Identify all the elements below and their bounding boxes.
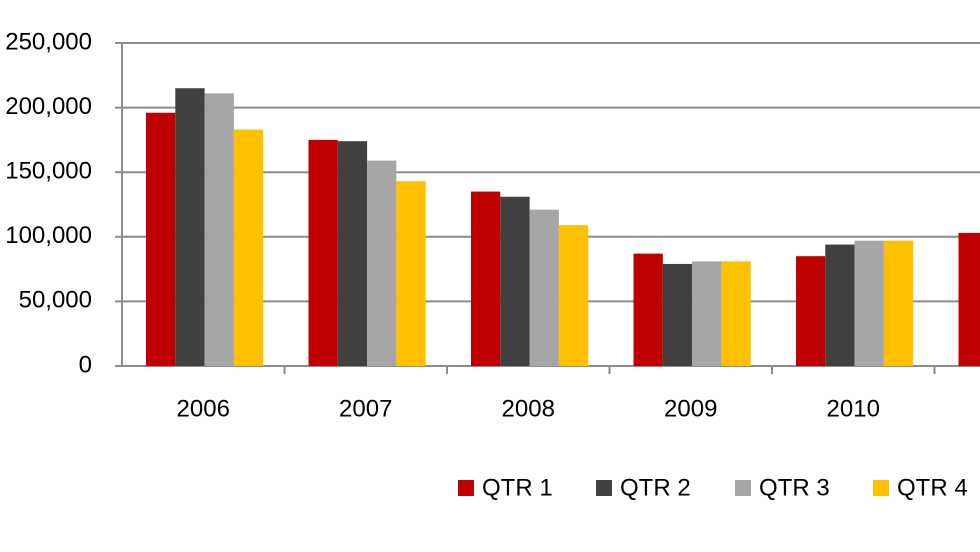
legend-swatch — [596, 480, 612, 496]
bar — [204, 93, 234, 366]
bar — [883, 240, 914, 366]
x-tick-label: 2009 — [664, 395, 717, 422]
y-tick-label: 200,000 — [5, 93, 92, 120]
bar — [471, 191, 501, 366]
bar — [721, 261, 751, 366]
bar — [633, 253, 663, 366]
legend-label: QTR 2 — [620, 474, 691, 501]
legend-swatch — [873, 480, 889, 496]
bar — [500, 196, 530, 366]
bar — [796, 256, 826, 366]
legend-swatch — [735, 480, 751, 496]
bar — [308, 139, 338, 366]
bar — [175, 88, 205, 366]
y-tick-label: 150,000 — [5, 158, 92, 185]
y-tick-label: 0 — [79, 351, 92, 378]
x-tick-label: 2006 — [177, 395, 230, 422]
bar — [958, 232, 980, 366]
bar — [662, 263, 693, 366]
legend-label: QTR 1 — [482, 474, 553, 501]
legend-label: QTR 3 — [759, 474, 830, 501]
bar — [529, 209, 559, 366]
x-tick-label: 2010 — [827, 395, 880, 422]
bar — [825, 244, 855, 366]
bar — [692, 261, 722, 366]
bar — [396, 181, 426, 366]
y-tick-label: 250,000 — [5, 28, 92, 55]
bar — [233, 129, 264, 366]
y-tick-label: 50,000 — [19, 287, 92, 314]
x-tick-label: 2007 — [339, 395, 392, 422]
bar — [558, 225, 589, 366]
legend-swatch — [458, 480, 474, 496]
bar — [337, 141, 368, 366]
y-tick-label: 100,000 — [5, 222, 92, 249]
bar — [854, 240, 884, 366]
bar — [367, 160, 397, 366]
bar — [146, 112, 176, 366]
x-tick-label: 2008 — [502, 395, 555, 422]
legend-label: QTR 4 — [897, 474, 968, 501]
